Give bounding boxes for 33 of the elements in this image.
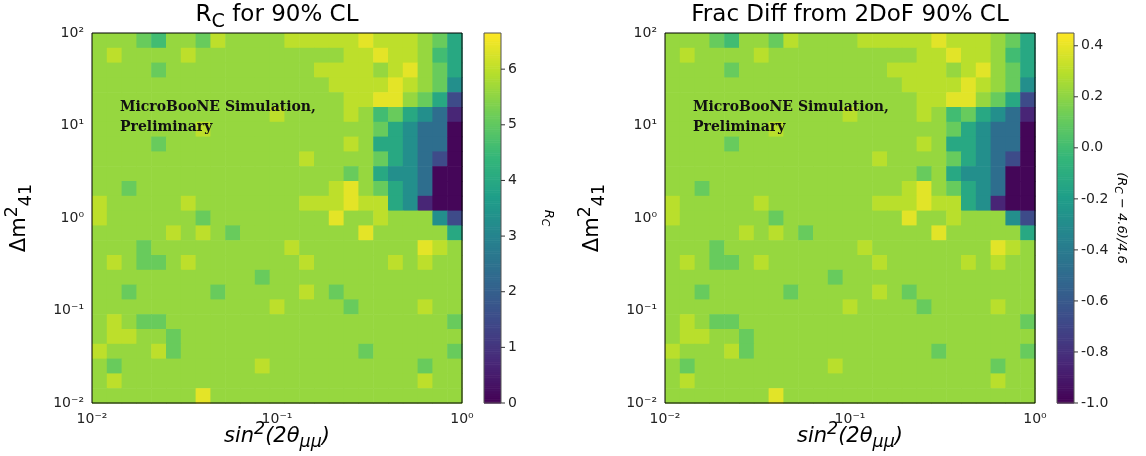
y-tick-label: 10⁻² (53, 393, 84, 410)
y-tick-label: 10⁻² (626, 393, 657, 410)
color-bar-label: 1 (508, 338, 517, 354)
color-bar-label: -0.2 (1081, 189, 1109, 206)
color-bar-label: 2 (508, 282, 517, 299)
x-tick-label: 10⁰ (1023, 410, 1048, 427)
annotation: MicroBooNE Simulation, Preliminary (693, 97, 890, 136)
x-tick-label: 10⁰ (450, 410, 475, 427)
color-bar-label: -0.6 (1081, 291, 1109, 308)
y-tick-label: 10¹ (60, 116, 84, 133)
color-bar-label: 0.0 (1081, 138, 1104, 155)
y-tick-label: 10⁰ (60, 208, 85, 225)
x-tick-label: 10⁻² (76, 410, 108, 427)
color-bar-label: -1.0 (1081, 393, 1109, 410)
color-bar-label: 0 (508, 393, 517, 410)
y-tick-label: 10² (60, 23, 84, 40)
y-tick-label: 10⁻¹ (53, 301, 84, 318)
color-bar-label: 0.4 (1081, 36, 1104, 53)
color-bar-label: 0.2 (1081, 87, 1104, 104)
y-tick-label: 10¹ (633, 116, 657, 133)
color-bar-label: 6 (508, 59, 517, 76)
chart-title: R$_{C}$ for 90% CL (194, 0, 360, 32)
y-tick-label: 10⁰ (633, 208, 658, 225)
annotation: MicroBooNE Simulation, Preliminary (120, 97, 317, 136)
color-bar-label: -0.4 (1081, 240, 1109, 257)
color-bar-label: 5 (508, 115, 517, 132)
chart-title: Frac Diff from 2DoF 90% CL (690, 0, 1010, 26)
y-tick-label: 10² (633, 23, 657, 40)
y-tick-label: 10⁻¹ (626, 301, 657, 318)
x-tick-label: 10⁻² (649, 410, 681, 427)
color-bar-label: 3 (508, 226, 517, 243)
color-bar-label: -0.8 (1081, 342, 1109, 359)
color-bar-label: 4 (508, 171, 517, 188)
